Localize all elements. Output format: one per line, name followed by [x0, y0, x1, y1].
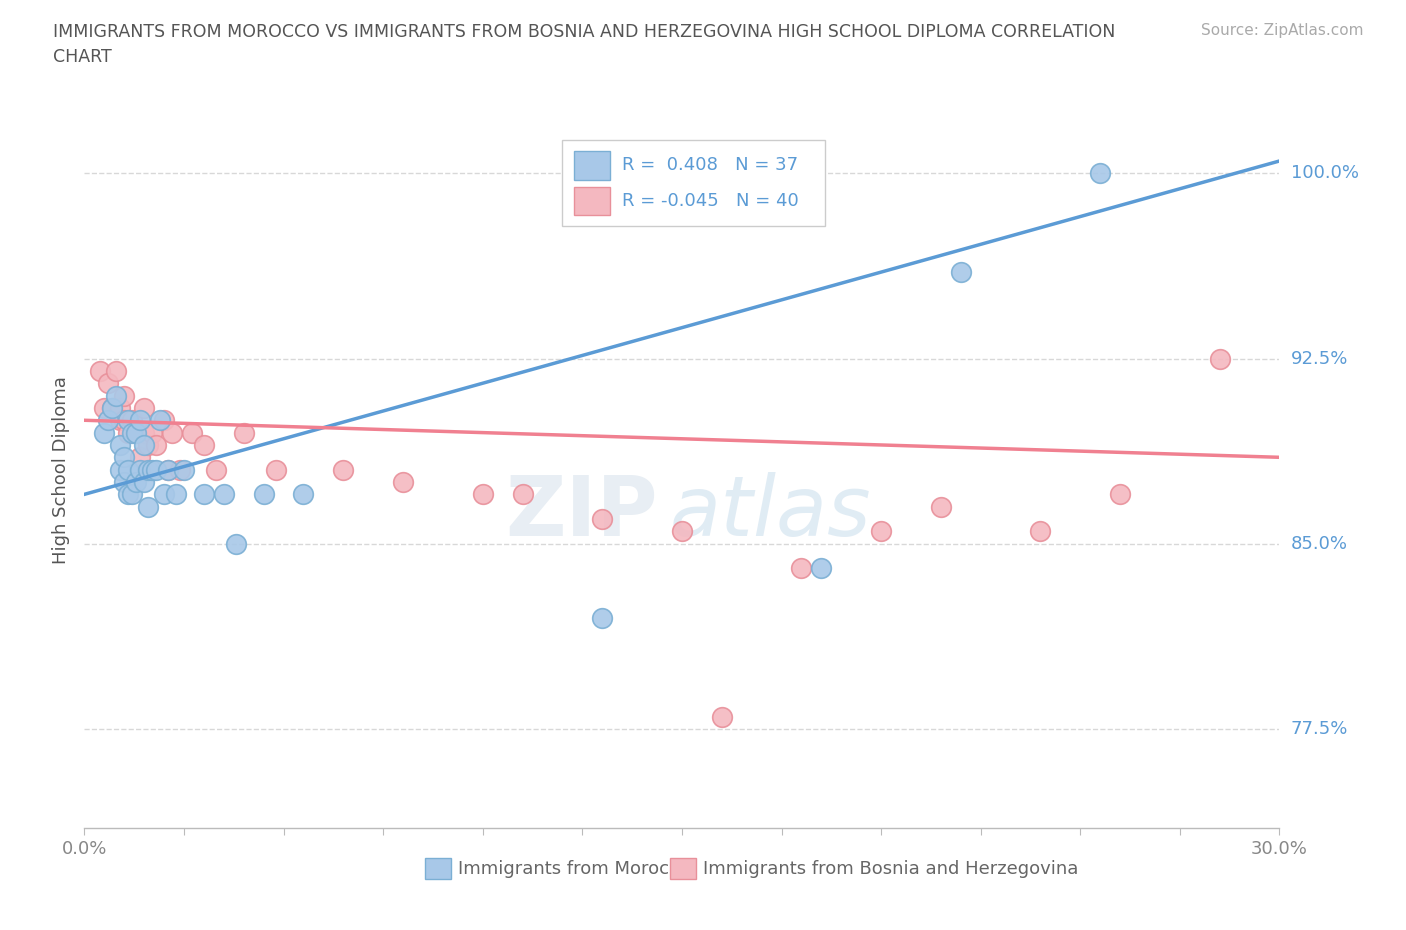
Point [165, 487, 187, 502]
Point [97, 413, 120, 428]
Point [110, 401, 132, 416]
Point [129, 450, 152, 465]
Point [121, 413, 143, 428]
Point [101, 401, 124, 416]
Point [929, 499, 952, 514]
Text: 85.0%: 85.0% [1291, 535, 1347, 552]
Y-axis label: High School Diploma: High School Diploma [52, 376, 70, 564]
Point [1209, 352, 1232, 366]
Point [136, 499, 159, 514]
Point [132, 437, 156, 452]
Text: Immigrants from Bosnia and Herzegovina: Immigrants from Bosnia and Herzegovina [703, 859, 1078, 878]
Text: ZIP: ZIP [506, 472, 658, 553]
Text: Source: ZipAtlas.com: Source: ZipAtlas.com [1201, 23, 1364, 38]
Point [173, 462, 195, 477]
Point [332, 462, 354, 477]
Point [112, 413, 135, 428]
Point [392, 474, 415, 489]
Point [136, 437, 159, 452]
Text: R =  0.408   N = 37: R = 0.408 N = 37 [623, 156, 799, 174]
Point [205, 462, 228, 477]
Point [169, 462, 191, 477]
Point [129, 462, 152, 477]
Point [97, 376, 120, 391]
Point [225, 537, 247, 551]
Point [790, 561, 813, 576]
Point [949, 265, 972, 280]
Point [160, 425, 183, 440]
Point [132, 474, 156, 489]
Point [101, 401, 124, 416]
Point [153, 487, 176, 502]
Point [253, 487, 276, 502]
Point [710, 710, 733, 724]
Bar [575, 151, 610, 179]
Point [292, 487, 315, 502]
Point [117, 413, 139, 428]
Point [149, 413, 172, 428]
Point [117, 462, 139, 477]
Point [512, 487, 534, 502]
Point [870, 524, 893, 538]
Point [112, 450, 135, 465]
Point [93, 425, 115, 440]
Point [112, 388, 135, 403]
Bar [425, 857, 451, 879]
Point [232, 425, 254, 440]
Bar [671, 857, 696, 879]
Point [145, 437, 167, 452]
Point [125, 474, 148, 489]
Point [117, 425, 139, 440]
FancyBboxPatch shape [562, 140, 825, 226]
Point [110, 462, 132, 477]
Point [117, 487, 139, 502]
Point [112, 474, 135, 489]
Point [93, 401, 115, 416]
Point [671, 524, 693, 538]
Point [89, 364, 111, 379]
Point [264, 462, 287, 477]
Text: IMMIGRANTS FROM MOROCCO VS IMMIGRANTS FROM BOSNIA AND HERZEGOVINA HIGH SCHOOL DI: IMMIGRANTS FROM MOROCCO VS IMMIGRANTS FR… [53, 23, 1116, 41]
Point [212, 487, 235, 502]
Point [125, 425, 148, 440]
Point [471, 487, 494, 502]
Point [105, 364, 128, 379]
Point [193, 487, 215, 502]
Point [591, 512, 613, 526]
Point [1109, 487, 1132, 502]
Text: 100.0%: 100.0% [1291, 165, 1358, 182]
Point [141, 425, 163, 440]
Point [1090, 166, 1112, 180]
Point [105, 388, 128, 403]
Point [1029, 524, 1052, 538]
Text: Immigrants from Morocco: Immigrants from Morocco [458, 859, 690, 878]
Point [157, 462, 180, 477]
Point [110, 413, 132, 428]
Point [153, 413, 176, 428]
Text: R = -0.045   N = 40: R = -0.045 N = 40 [623, 193, 799, 210]
Point [129, 413, 152, 428]
Point [193, 437, 215, 452]
Point [110, 437, 132, 452]
Point [121, 425, 143, 440]
Point [125, 425, 148, 440]
Point [121, 487, 143, 502]
Text: 77.5%: 77.5% [1291, 720, 1348, 737]
Text: 92.5%: 92.5% [1291, 350, 1348, 367]
Point [136, 462, 159, 477]
Point [157, 462, 180, 477]
Point [181, 425, 204, 440]
Point [132, 425, 156, 440]
Point [810, 561, 832, 576]
Text: atlas: atlas [671, 472, 872, 553]
Bar [575, 187, 610, 216]
Point [132, 401, 156, 416]
Point [591, 610, 613, 625]
Point [145, 462, 167, 477]
Point [141, 462, 163, 477]
Text: CHART: CHART [53, 48, 112, 66]
